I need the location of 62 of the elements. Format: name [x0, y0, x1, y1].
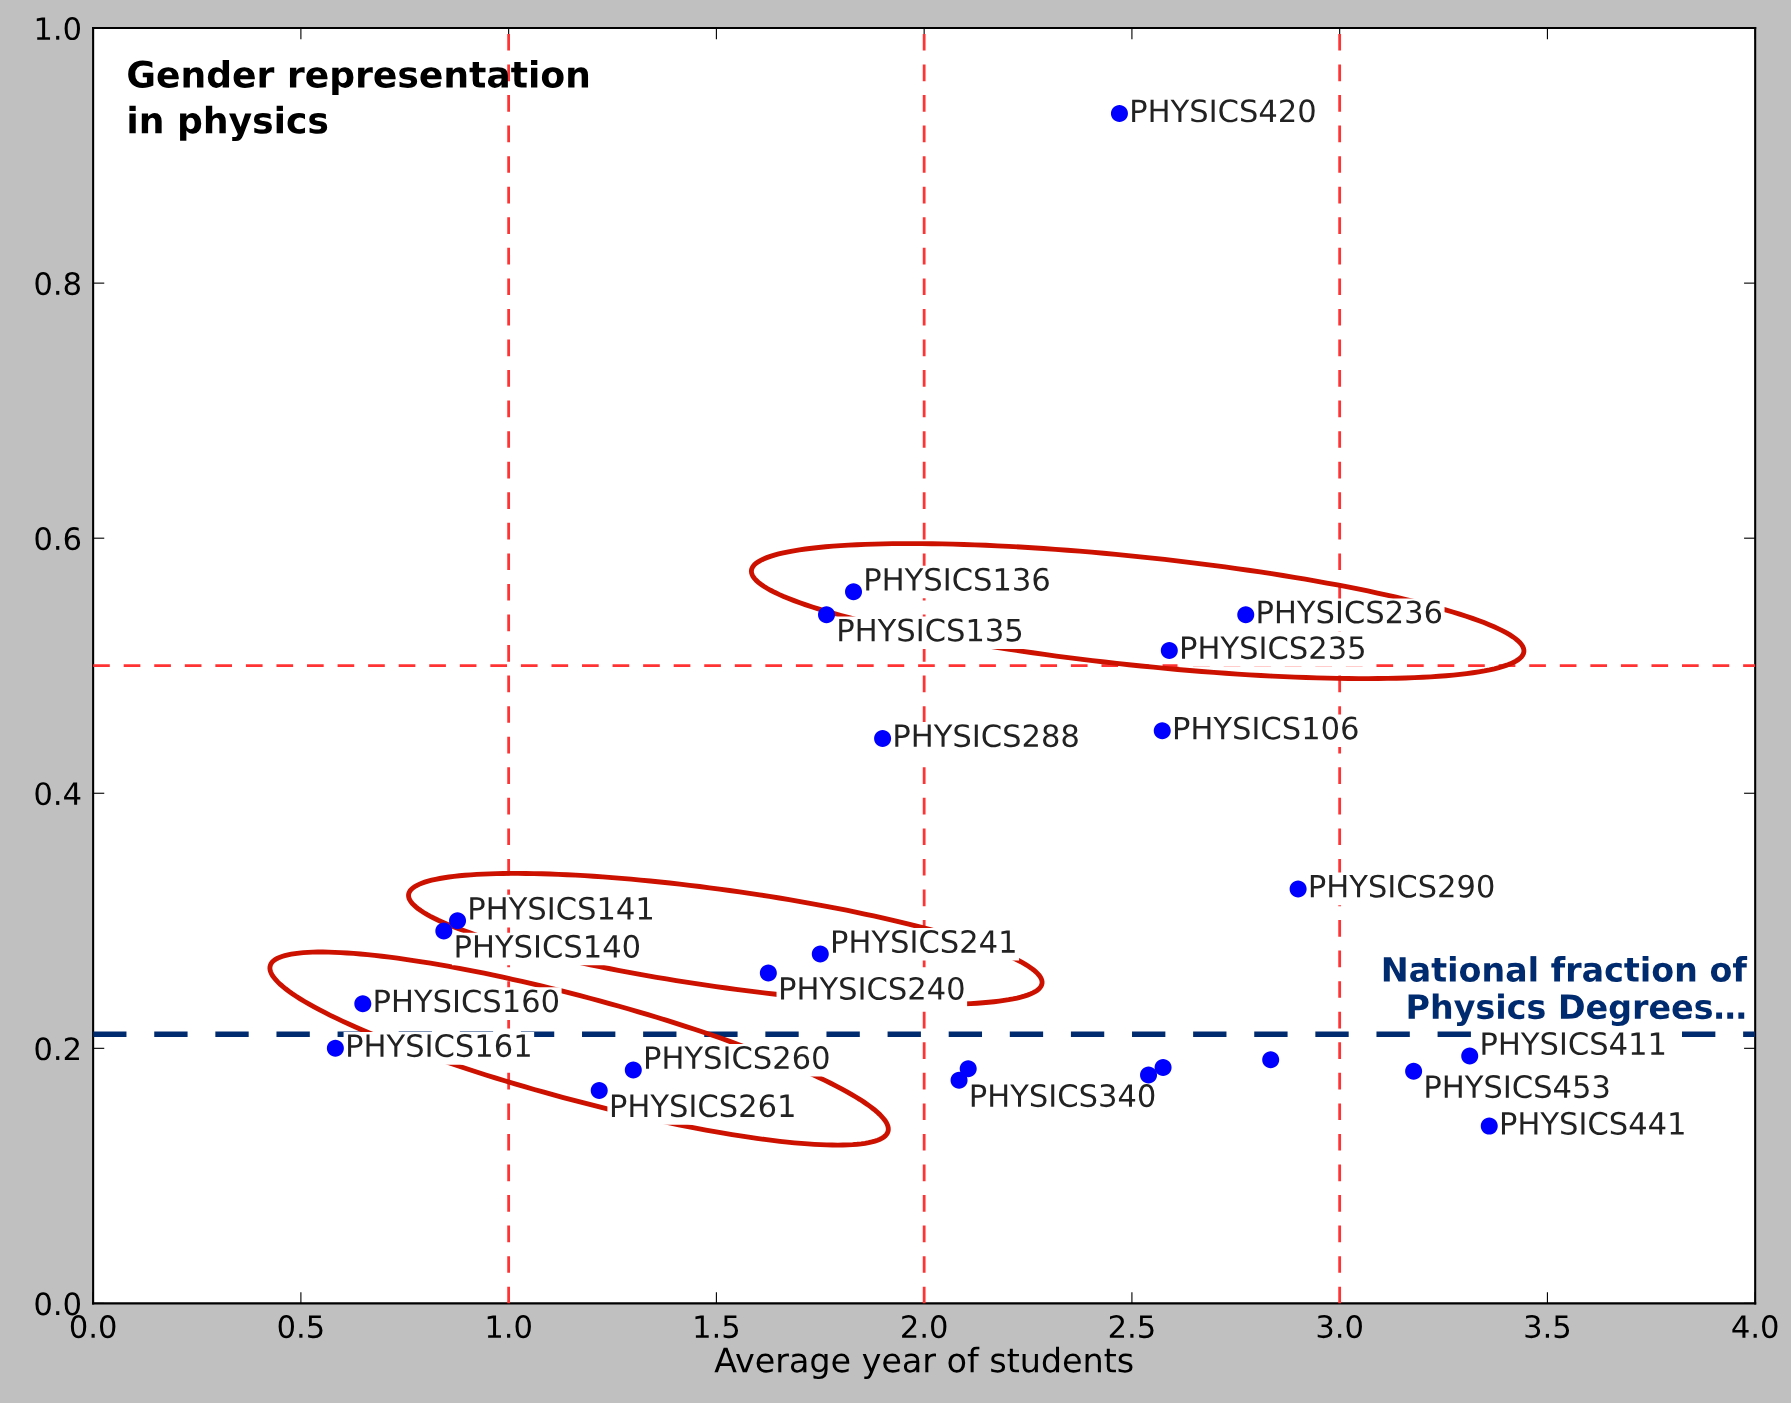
point: [818, 606, 836, 624]
y-tick-label: 0.6: [35, 527, 81, 551]
point: [1461, 1047, 1479, 1065]
point: [845, 583, 863, 601]
x-tick-label: 2.0: [902, 1315, 947, 1339]
annotation: PHYSICS241: [833, 929, 1015, 954]
point: [950, 1071, 968, 1089]
point: [959, 1060, 977, 1078]
point: [1153, 722, 1171, 740]
point: [1154, 1058, 1172, 1076]
point: [1110, 105, 1128, 123]
point: [811, 945, 829, 963]
point: [1262, 1051, 1280, 1069]
x-axis-title: Average year of students: [714, 1346, 1133, 1380]
point: [326, 1039, 344, 1057]
annotation: PHYSICS161: [348, 1034, 530, 1058]
annotation: PHYSICS136: [866, 567, 1049, 591]
point: [354, 995, 372, 1013]
x-tick-label: 1.5: [695, 1315, 739, 1339]
annotation: PHYSICS260: [646, 1046, 829, 1070]
point: [624, 1061, 642, 1079]
point: [435, 922, 453, 940]
annotation: PHYSICS340: [971, 1084, 1155, 1108]
y-tick-label: 0.0: [35, 1292, 80, 1316]
annotation: PHYSICS290: [1310, 874, 1494, 898]
x-tick-label: 2.5: [1109, 1315, 1154, 1339]
annotation: PHYSICS236: [1258, 600, 1442, 624]
x-tick-label: 0.5: [278, 1315, 323, 1339]
annotation: PHYSICS240: [781, 976, 964, 1000]
point: [1160, 641, 1178, 659]
x-tick-label: 3.5: [1525, 1315, 1570, 1339]
annotation: PHYSICS441: [1501, 1111, 1684, 1135]
y-tick-label: 0.4: [35, 782, 81, 806]
annotation: Gender representation in physics: [128, 59, 589, 142]
point: [1480, 1117, 1498, 1135]
x-tick-label: 3.0: [1317, 1315, 1362, 1339]
y-tick-label: 0.8: [35, 272, 80, 296]
x-tick-label: 4.0: [1732, 1315, 1778, 1339]
point: [1140, 1066, 1158, 1084]
annotation: PHYSICS141: [470, 896, 652, 920]
annotation: PHYSICS160: [375, 989, 559, 1013]
annotation: PHYSICS140: [456, 934, 640, 958]
annotation: PHYSICS420: [1132, 99, 1315, 123]
point: [1405, 1062, 1423, 1080]
point: [1237, 606, 1255, 624]
point: [449, 912, 467, 930]
point: [759, 964, 777, 982]
ref-line-label: National fraction of Physics Degrees…: [1383, 956, 1748, 1026]
point: [590, 1081, 608, 1099]
annotation: PHYSICS288: [895, 724, 1078, 748]
point: [1289, 880, 1307, 898]
x-tick-label: 0.0: [70, 1315, 116, 1339]
annotation: PHYSICS135: [839, 618, 1022, 642]
annotation: PHYSICS261: [611, 1094, 794, 1118]
annotation: PHYSICS106: [1174, 716, 1358, 740]
point: [874, 729, 892, 747]
annotation: PHYSICS235: [1182, 636, 1364, 660]
y-tick-label: 1.0: [36, 16, 80, 41]
y-tick-label: 0.2: [35, 1037, 79, 1061]
annotation: PHYSICS411: [1482, 1032, 1665, 1056]
x-tick-label: 1.0: [487, 1315, 531, 1339]
annotation: PHYSICS453: [1426, 1075, 1609, 1099]
